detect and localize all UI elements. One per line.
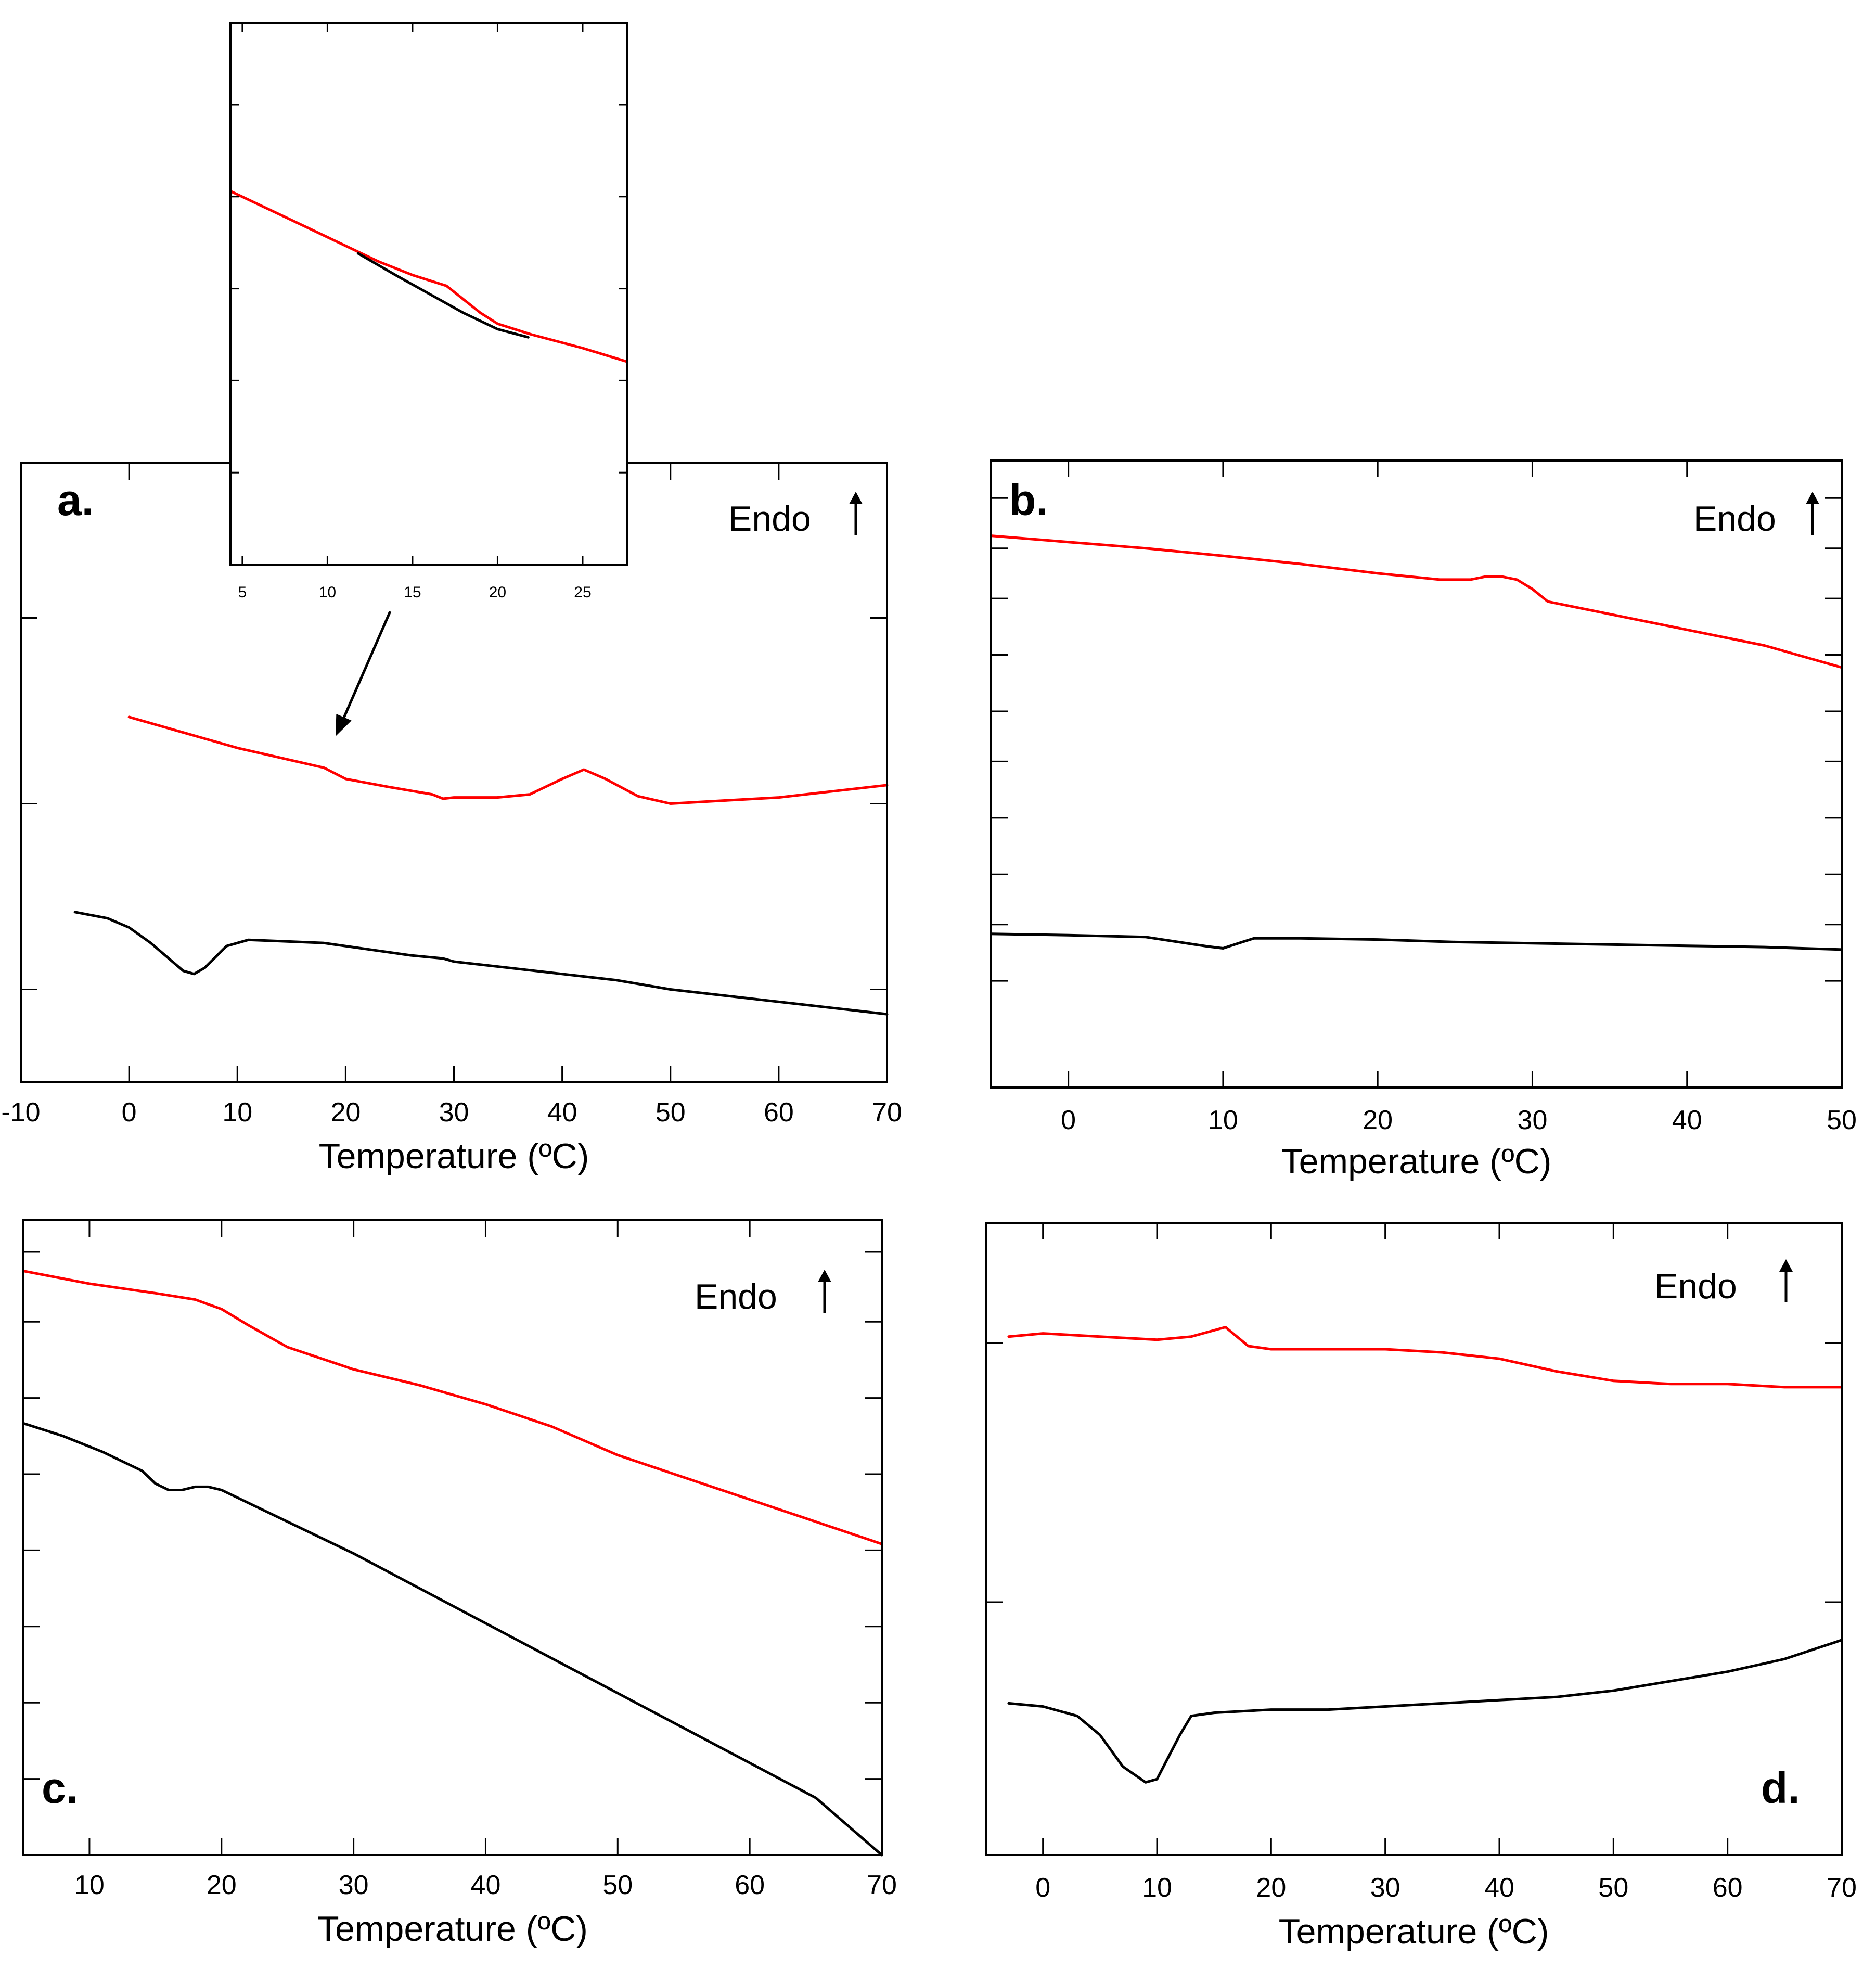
x-tick-label: 15 bbox=[404, 584, 421, 601]
cooling-curve bbox=[990, 932, 1843, 951]
x-tick-label: 5 bbox=[238, 584, 247, 601]
x-axis-label: Temperature (ºC) bbox=[1279, 1912, 1549, 1951]
plot-area bbox=[991, 460, 1842, 1088]
heating-curve bbox=[990, 534, 1843, 669]
x-tick-label: 70 bbox=[867, 1870, 897, 1900]
endo-arrow-icon bbox=[1806, 492, 1819, 504]
panel-a: -10 0 10 20 30 40 50 60 70 Temperature (ºC) a. Endo bbox=[1, 462, 902, 1176]
x-tick-label: 20 bbox=[489, 584, 506, 601]
endo-arrow-icon bbox=[849, 492, 863, 504]
panel-label: b. bbox=[1009, 476, 1048, 525]
plot-frame bbox=[990, 459, 1843, 1089]
panel-d: 0 10 20 30 40 50 60 70 Temperature (ºC) d. Endo bbox=[985, 1222, 1857, 1951]
x-tick-label: 10 bbox=[222, 1097, 252, 1128]
x-tick-label: 30 bbox=[439, 1097, 469, 1128]
x-tick-label: 70 bbox=[872, 1097, 902, 1128]
cooling-curve bbox=[22, 1422, 883, 1857]
x-tick-label: 20 bbox=[330, 1097, 361, 1128]
x-axis-label: Temperature (ºC) bbox=[1281, 1142, 1552, 1181]
x-tick-label: 50 bbox=[1598, 1873, 1628, 1903]
plot-frame bbox=[985, 1222, 1843, 1856]
x-tick-label: 0 bbox=[1035, 1873, 1050, 1903]
plot-frame bbox=[229, 22, 628, 566]
endo-arrow-icon bbox=[818, 1270, 831, 1282]
x-tick-label: 0 bbox=[1061, 1105, 1076, 1135]
heating-curve bbox=[1007, 1326, 1843, 1389]
x-tick-label: 0 bbox=[122, 1097, 137, 1128]
heating-curve bbox=[127, 715, 889, 805]
x-tick-label: 70 bbox=[1827, 1873, 1857, 1903]
x-tick-label: 40 bbox=[1672, 1105, 1702, 1135]
x-tick-label: 30 bbox=[339, 1870, 369, 1900]
panel-label: d. bbox=[1761, 1763, 1800, 1812]
x-tick-label: 20 bbox=[1363, 1105, 1393, 1135]
cooling-curve bbox=[1007, 1639, 1843, 1784]
x-tick-label: 40 bbox=[471, 1870, 501, 1900]
heating-curve bbox=[22, 1270, 883, 1545]
panel-a-inset: 5 10 15 20 25 bbox=[229, 22, 628, 601]
x-tick-label: 60 bbox=[735, 1870, 765, 1900]
x-axis-label: Temperature (ºC) bbox=[317, 1909, 588, 1949]
endo-annotation: Endo bbox=[695, 1277, 777, 1316]
x-tick-label: 40 bbox=[1484, 1873, 1514, 1903]
plot-area bbox=[23, 1220, 882, 1855]
x-axis-label: Temperature (ºC) bbox=[319, 1136, 589, 1176]
panel-b: 0 10 20 30 40 50 Temperature (ºC) b. Endo bbox=[990, 459, 1857, 1181]
x-tick-label: 25 bbox=[574, 584, 591, 601]
cooling-curve bbox=[356, 252, 530, 339]
x-tick-label: 60 bbox=[1713, 1873, 1743, 1903]
x-tick-label: 10 bbox=[1208, 1105, 1238, 1135]
x-tick-label: 30 bbox=[1518, 1105, 1548, 1135]
x-tick-label: -10 bbox=[1, 1097, 40, 1128]
plot-area bbox=[21, 463, 887, 1082]
plot-area bbox=[986, 1223, 1842, 1855]
endo-arrow-icon bbox=[1779, 1259, 1793, 1272]
endo-annotation: Endo bbox=[1654, 1267, 1737, 1306]
inset-callout-arrow bbox=[336, 611, 392, 736]
x-tick-label: 20 bbox=[207, 1870, 237, 1900]
panel-label: c. bbox=[42, 1763, 78, 1812]
panel-label: a. bbox=[57, 476, 94, 525]
x-tick-label: 50 bbox=[656, 1097, 686, 1128]
x-tick-label: 10 bbox=[74, 1870, 105, 1900]
x-tick-label: 20 bbox=[1256, 1873, 1286, 1903]
x-tick-label: 50 bbox=[1827, 1105, 1857, 1135]
cooling-curve bbox=[73, 911, 889, 1016]
heating-curve bbox=[229, 189, 628, 363]
panel-c: 10 20 30 40 50 60 70 Temperature (ºC) c. Endo bbox=[22, 1219, 897, 1949]
x-tick-label: 50 bbox=[602, 1870, 633, 1900]
x-tick-label: 30 bbox=[1370, 1873, 1400, 1903]
x-tick-label: 10 bbox=[1142, 1873, 1172, 1903]
endo-annotation: Endo bbox=[728, 499, 811, 539]
x-tick-label: 60 bbox=[764, 1097, 794, 1128]
x-tick-label: 10 bbox=[319, 584, 336, 601]
x-tick-label: 40 bbox=[547, 1097, 577, 1128]
endo-annotation: Endo bbox=[1693, 499, 1776, 539]
plot-frame bbox=[22, 1219, 883, 1856]
